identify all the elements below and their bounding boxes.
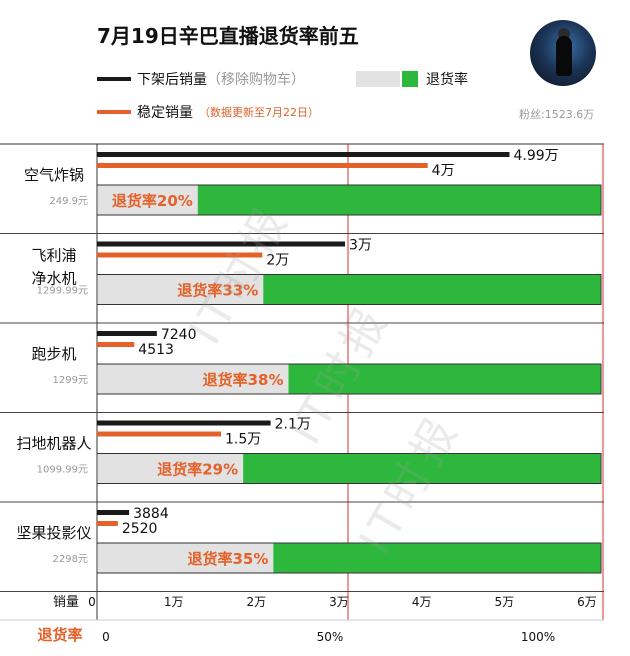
return-rate-bar [197,185,602,215]
legend-takedown-swatch [97,77,131,81]
sales-axis-title: 销量 [53,595,79,610]
avatar [530,20,596,86]
return-rate-label: 退货率38% [203,371,284,389]
return-rate-bar [263,274,601,305]
return-axis-title: 退货率 [37,626,82,644]
takedown-sales-label: 3万 [349,238,372,254]
takedown-sales-bar [97,152,510,157]
takedown-sales-bar [97,331,157,336]
sales-tick-label: 6万 [577,595,597,609]
price-label: 1299.99元 [37,286,88,297]
takedown-sales-bar [97,420,271,426]
stable-sales-label: 1.5万 [225,432,261,448]
return-rate-label: 退货率29% [157,461,238,479]
category-label: 净水机 [31,270,76,288]
stable-sales-label: 4万 [432,163,455,179]
return-rate-label: 退货率33% [177,282,258,300]
stable-sales-label: 2万 [266,253,289,269]
category-label: 空气炸锅 [24,166,84,184]
takedown-sales-bar [97,510,130,515]
legend-stable-swatch [97,110,131,114]
category-label: 扫地机器人 [16,435,91,453]
sales-tick-label: 2万 [247,595,267,609]
return-rate-frame [96,453,602,484]
stable-sales-bar [97,163,428,168]
category-label: 飞利浦 [31,247,76,265]
legend-takedown: 下架后销量 （移除购物车） [97,69,305,89]
fans-count: 粉丝:1523.6万 [519,108,595,121]
return-rate-frame [96,542,602,574]
stable-sales-bar [97,521,118,526]
sales-tick-label: 5万 [495,595,515,609]
return-rate-frame [96,184,602,216]
legend-return-rate: 退货率 [356,69,468,89]
return-rate-label: 退货率35% [187,550,268,568]
legend-return-label: 退货率 [426,72,468,88]
stable-sales-label: 2520 [122,521,158,537]
takedown-sales-label: 2.1万 [275,417,311,433]
stable-sales-bar [97,342,135,347]
return-tick-label: 0 [102,630,110,644]
sales-tick-label: 0 [88,595,96,609]
price-label: 1299元 [53,375,88,386]
legend-stable: 稳定销量 （数据更新至7月22日） [97,102,319,122]
takedown-sales-label: 4.99万 [514,148,559,164]
stable-sales-label: 4513 [138,342,174,358]
stable-sales-bar [97,431,221,437]
price-label: 249.9元 [49,196,88,207]
legend-stable-note: （数据更新至7月22日） [199,106,319,119]
return-rate-bar [288,364,601,394]
legend-takedown-label: 下架后销量 [137,72,207,88]
sales-tick-label: 3万 [329,595,349,609]
category-label: 坚果投影仪 [16,524,91,542]
avatar-figure [556,36,572,76]
return-rate-bar [273,543,601,573]
stable-sales-bar [97,252,263,258]
takedown-sales-label: 3884 [133,506,169,522]
legend-takedown-note: （移除购物车） [207,72,305,88]
category-label: 跑步机 [31,345,76,363]
sales-tick-label: 1万 [164,595,184,609]
chart-title: 7月19日辛巴直播退货率前五 [97,24,359,48]
legend-return-swatch [402,71,418,87]
price-label: 2298元 [53,554,88,565]
return-tick-label: 100% [521,630,555,644]
sales-tick-label: 4万 [412,595,432,609]
takedown-sales-bar [97,241,345,247]
takedown-sales-label: 7240 [161,327,197,343]
return-rate-frame [96,274,602,305]
return-rate-label: 退货率20% [112,192,193,210]
return-rate-bar [243,453,601,484]
legend-return-bg-swatch [356,71,400,87]
return-rate-frame [96,363,602,395]
price-label: 1099.99元 [37,465,88,476]
return-tick-label: 50% [317,630,344,644]
legend-stable-label: 稳定销量 [137,105,193,121]
